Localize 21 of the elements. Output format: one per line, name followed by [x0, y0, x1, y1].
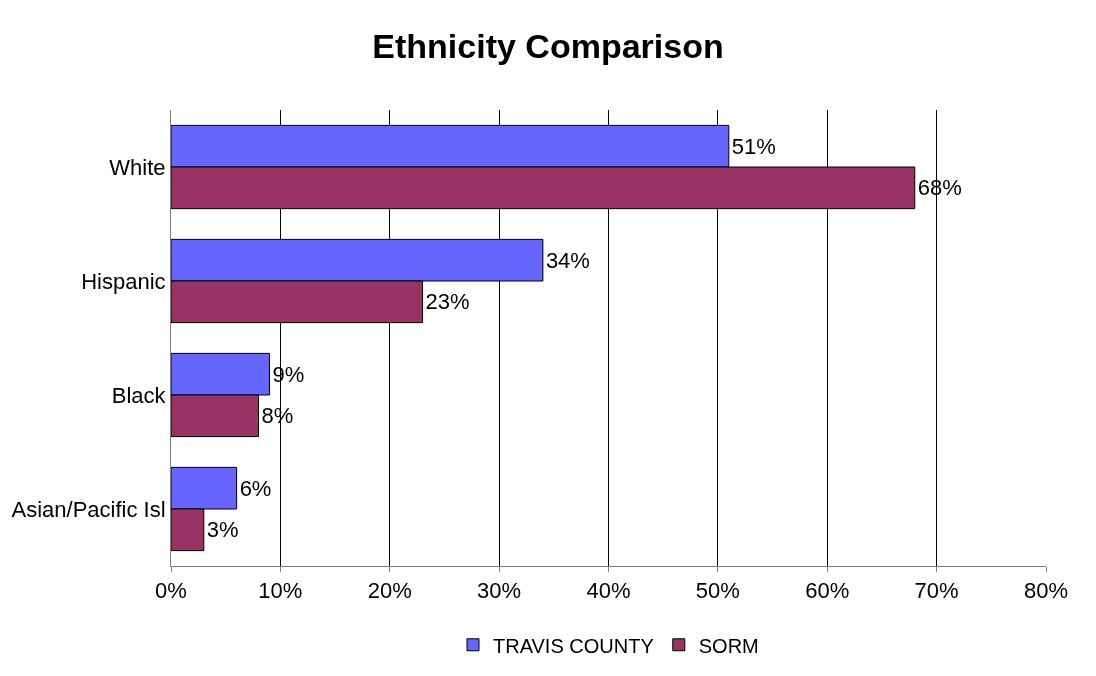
data-label: 23% — [425, 289, 470, 315]
y-tick-label: Asian/Pacific Isl — [11, 496, 166, 522]
x-tick-label: 40% — [586, 578, 631, 604]
chart-title: Ethnicity Comparison — [372, 26, 724, 65]
x-tick-label: 0% — [155, 578, 187, 604]
data-label: 51% — [731, 133, 776, 159]
x-tick-label: 10% — [258, 578, 303, 604]
y-tick-label: Black — [111, 382, 167, 408]
legend-label: SORM — [698, 634, 759, 657]
x-tick-label: 70% — [914, 578, 959, 604]
data-label: 6% — [239, 475, 272, 501]
y-tick-label: Hispanic — [81, 268, 166, 294]
x-tick-label: 80% — [1023, 578, 1069, 604]
x-tick-label: 20% — [367, 578, 412, 604]
data-label: 3% — [206, 517, 239, 543]
x-tick-label: 30% — [477, 578, 522, 604]
y-tick-label: White — [109, 154, 166, 180]
x-tick-label: 50% — [695, 578, 740, 604]
legend-label: TRAVIS COUNTY — [493, 634, 654, 657]
data-label: 34% — [545, 247, 590, 273]
x-tick-label: 60% — [805, 578, 850, 604]
